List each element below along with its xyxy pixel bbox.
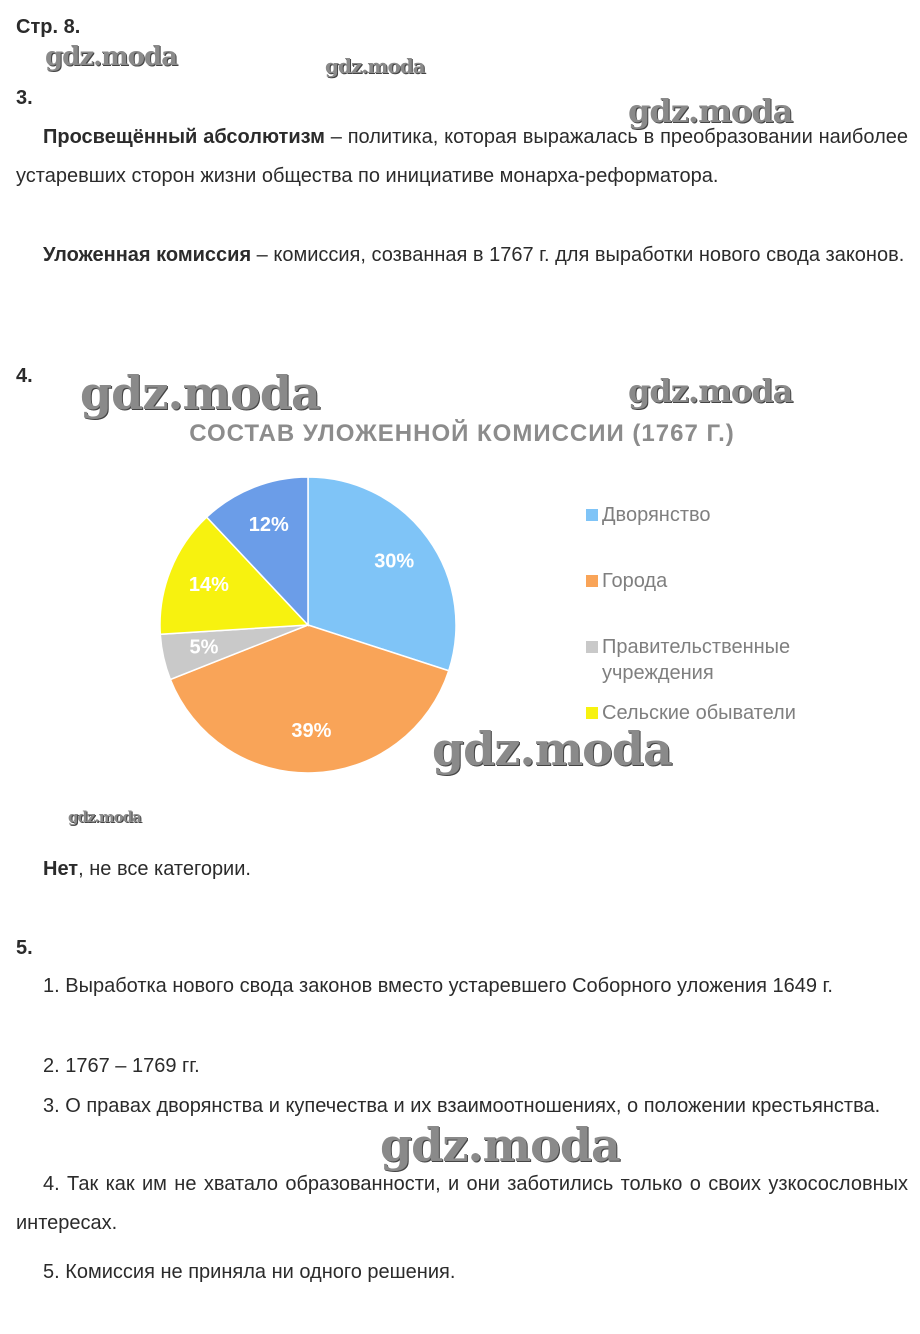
- legend-entry: Дворянство: [586, 502, 842, 528]
- legend-swatch: [586, 707, 598, 719]
- data-label: 30%: [374, 551, 414, 573]
- list-item: 1. Выработка нового свода законов вместо…: [43, 975, 833, 997]
- list-item: 2. 1767 – 1769 гг.: [43, 1055, 200, 1077]
- watermark: gdz.moda: [325, 54, 426, 78]
- data-label: 12%: [249, 514, 289, 536]
- pie-chart: 30% 39% 5% 14% 12%: [159, 476, 457, 774]
- data-label: 5%: [190, 637, 219, 659]
- legend-swatch: [586, 575, 598, 587]
- pie-slice: [169, 624, 450, 774]
- section-number: 3.: [16, 87, 33, 109]
- watermark: gdz.moda: [628, 92, 793, 130]
- legend-entry: Правительственные учреждения: [586, 634, 842, 686]
- paragraph: Уложенная комиссия – комиссия, созванная…: [16, 236, 908, 275]
- definition: – политика, которая выражалась в преобра…: [16, 126, 908, 187]
- term: Уложенная комиссия: [43, 244, 252, 266]
- list-item: 5. Комиссия не приняла ни одного решения…: [43, 1261, 456, 1283]
- pie-slice: [159, 516, 310, 636]
- pie-slice: [307, 476, 457, 672]
- chart-title: СОСТАВ УЛОЖЕННОЙ КОМИССИИ (1767 Г.): [189, 420, 735, 447]
- pie-slice: [205, 476, 309, 627]
- term: Нет: [43, 858, 79, 880]
- legend-entry: Города: [586, 568, 842, 594]
- list-item: 4. Так как им не хватало образованности,…: [16, 1173, 908, 1234]
- section-number: 4.: [16, 365, 33, 387]
- watermark: gdz.moda: [80, 366, 321, 420]
- answer-text: , не все категории.: [78, 858, 251, 880]
- paragraph: Просвещённый абсолютизм – политика, кото…: [16, 118, 908, 196]
- list-item: 3. О правах дворянства и купечества и их…: [43, 1095, 881, 1117]
- watermark: gdz.moda: [45, 42, 178, 72]
- term: Просвещённый абсолютизм: [43, 126, 325, 148]
- data-label: 39%: [291, 720, 331, 742]
- legend-swatch: [586, 509, 598, 521]
- watermark: gdz.moda: [380, 1118, 621, 1172]
- section-number: 5.: [16, 937, 33, 959]
- data-label: 14%: [189, 574, 229, 596]
- definition: – комиссия, созванная в 1767 г. для выра…: [251, 244, 905, 266]
- page-number: Стр. 8.: [16, 16, 81, 38]
- watermark: gdz.moda: [628, 372, 793, 410]
- watermark: gdz.moda: [432, 722, 673, 776]
- watermark: gdz.moda: [68, 808, 142, 826]
- legend-swatch: [586, 641, 598, 653]
- legend-entry: Сельские обыватели: [586, 700, 842, 726]
- paragraph: Нет, не все категории.: [16, 850, 908, 889]
